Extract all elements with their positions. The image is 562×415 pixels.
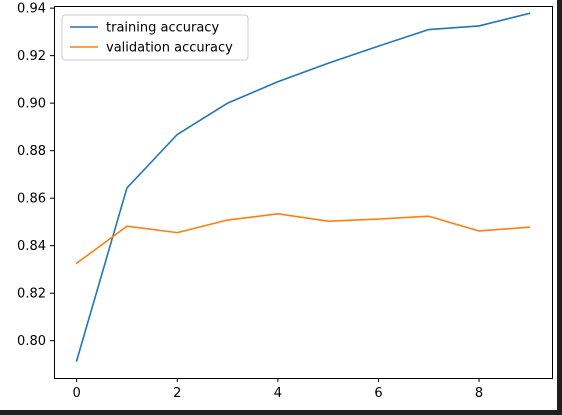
legend: training accuracy validation accuracy	[61, 14, 249, 61]
y-tick-label: 0.82	[17, 287, 46, 302]
series-line-validation-accuracy	[75, 213, 531, 265]
y-tick-label: 0.88	[17, 144, 46, 159]
series-line-training-accuracy	[75, 12, 531, 362]
y-tick-label: 0.92	[17, 49, 46, 64]
legend-box	[61, 14, 249, 61]
x-tick-label: 2	[173, 386, 181, 401]
y-tick-label: 0.84	[17, 239, 46, 254]
y-tick-label: 0.86	[17, 192, 46, 207]
x-tick-label: 6	[374, 386, 382, 401]
axes-layer: 0 2 4 6 8 0.80 0.82 0.84 0.86 0.88 0.90 0.92 0.94	[17, 2, 553, 401]
x-tick-label: 8	[475, 386, 483, 401]
x-tick-label: 4	[274, 386, 282, 401]
y-tick-label: 0.90	[17, 97, 46, 112]
legend-label: training accuracy	[106, 21, 219, 36]
x-tick-label: 0	[72, 386, 80, 401]
y-tick-label: 0.80	[17, 334, 46, 349]
axes-frame	[54, 6, 553, 379]
window-edge-right	[557, 0, 562, 415]
window-edge-bottom	[0, 410, 562, 415]
legend-label: validation accuracy	[106, 41, 233, 56]
plot-layer	[75, 12, 531, 362]
y-tick-label: 0.94	[17, 2, 46, 17]
